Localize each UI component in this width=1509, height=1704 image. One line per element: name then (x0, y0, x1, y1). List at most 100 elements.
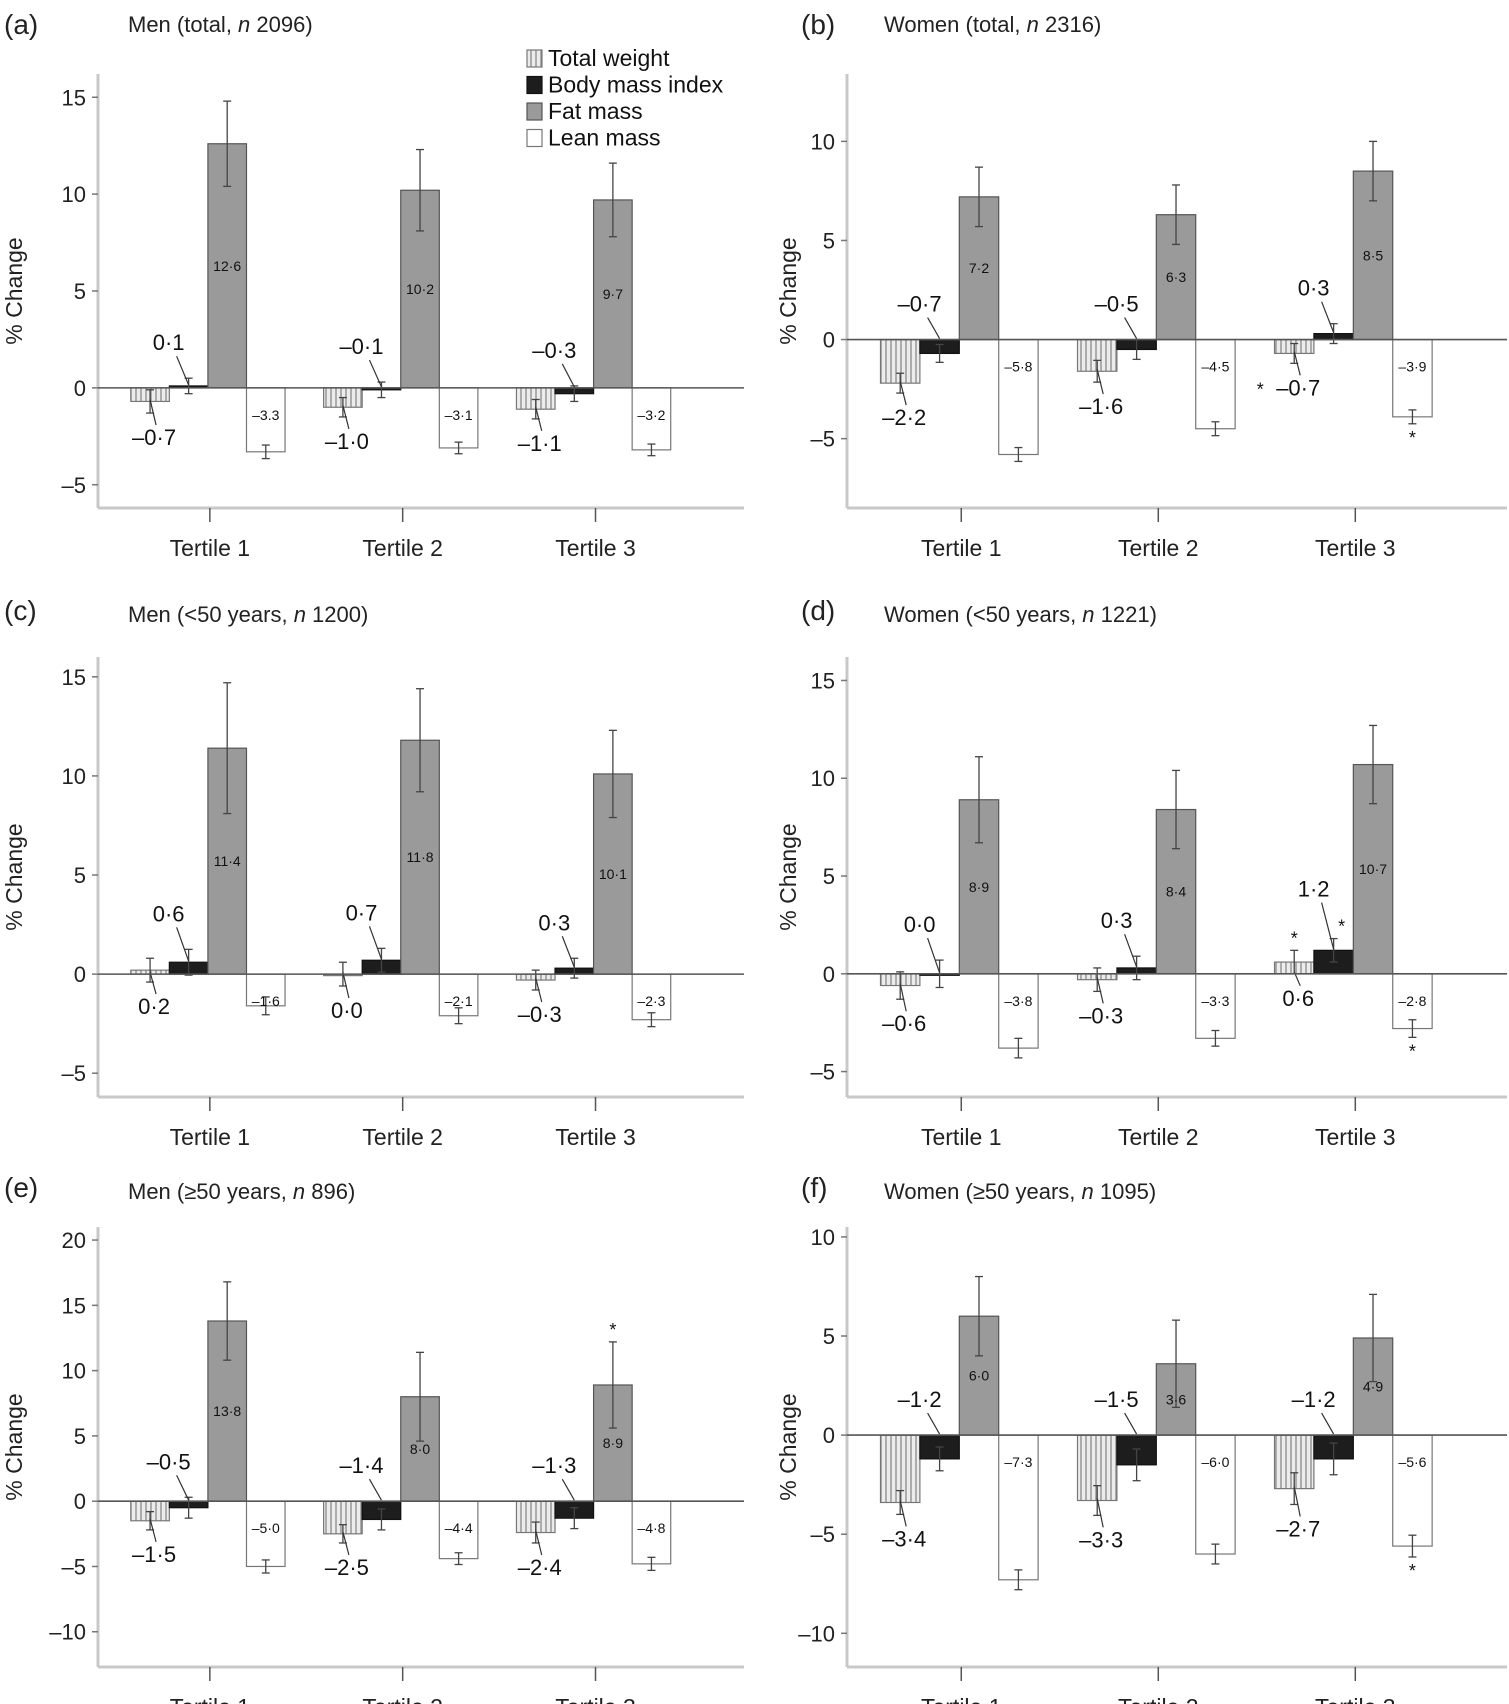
panel-d: (d) Women (<50 years, n 1221) % Change –5 0 5… (775, 595, 1507, 1150)
panel-letter: (b) (801, 9, 835, 40)
label-leader (561, 363, 575, 388)
title-n: n (1082, 602, 1094, 627)
fat-mass-value-label: 12·6 (213, 258, 241, 274)
lean-mass-value-label: –3·9 (1398, 359, 1426, 375)
significance-asterisk: * (1257, 379, 1264, 399)
bmi-value-label: –1·3 (532, 1453, 576, 1478)
y-tick-label: 20 (62, 1228, 86, 1253)
y-tick-label: –10 (798, 1621, 835, 1646)
title-prefix: Women (<50 years, (884, 602, 1082, 627)
title-n: n (1082, 1179, 1094, 1204)
label-leader (561, 1478, 575, 1501)
fat-mass-bar (400, 189, 440, 389)
fat-mass-value-label: 10·1 (599, 866, 627, 882)
y-tick-label: 15 (811, 668, 835, 693)
label-leader (1293, 351, 1301, 376)
label-leader (149, 1518, 157, 1543)
bmi-value-label: 0·1 (153, 330, 185, 355)
lean-mass-bar (631, 1500, 672, 1565)
title-suffix: 896) (305, 1179, 355, 1204)
y-tick-label: –5 (62, 473, 86, 498)
lean-mass-bar (438, 1500, 479, 1560)
y-tick-label: –10 (49, 1620, 86, 1645)
significance-asterisk: * (1409, 1561, 1416, 1581)
bmi-value-label: –1·4 (339, 1453, 383, 1478)
title-n: n (293, 1179, 305, 1204)
fat-mass-value-label: 8·4 (1166, 884, 1186, 900)
title-n: n (294, 602, 306, 627)
x-tick-label: Tertile 2 (1118, 1124, 1199, 1150)
significance-asterisk: * (1409, 1041, 1416, 1061)
legend-label: Total weight (548, 45, 670, 71)
x-tick-label: Tertile 2 (362, 1694, 443, 1704)
label-leader (1124, 317, 1138, 339)
y-tick-label: 0 (74, 1489, 86, 1514)
lean-mass-value-label: –5·0 (252, 1520, 280, 1536)
x-tick-label: Tertile 2 (362, 1124, 443, 1150)
x-tick-label: Tertile 1 (921, 535, 1002, 561)
y-tick-label: 5 (823, 864, 835, 889)
label-leader (176, 1475, 190, 1501)
lean-mass-value-label: –4·4 (445, 1520, 473, 1536)
label-leader (1321, 301, 1335, 333)
fat-mass-bar (592, 1384, 633, 1502)
label-leader (535, 1530, 543, 1556)
total-weight-value-label: 0·2 (138, 994, 170, 1019)
y-tick-label: 5 (823, 1324, 835, 1349)
legend-label: Body mass index (548, 72, 724, 98)
total-weight-value-label: –1·5 (132, 1542, 176, 1567)
legend-label: Lean mass (548, 125, 661, 151)
x-tick-label: Tertile 2 (1118, 1694, 1199, 1704)
y-tick-label: 15 (62, 1293, 86, 1318)
lean-mass-bar (1195, 338, 1236, 430)
x-tick-label: Tertile 3 (1315, 1124, 1396, 1150)
y-tick-label: 0 (74, 962, 86, 987)
y-axis-label: % Change (1, 823, 27, 930)
label-leader (927, 1412, 941, 1435)
lean-mass-value-label: –2·1 (445, 993, 473, 1009)
panel-a: (a) Men (total, n 2096) % Change –5 0 5 10 15 Te… (1, 9, 744, 561)
label-leader (1293, 1486, 1301, 1517)
label-leader (899, 1500, 907, 1527)
label-leader (1096, 1498, 1104, 1528)
label-leader (1096, 977, 1104, 1004)
label-leader (1096, 369, 1104, 395)
title-prefix: Men (≥50 years, (128, 1179, 293, 1204)
total-weight-value-label: –3·4 (882, 1526, 926, 1551)
x-tick-label: Tertile 2 (362, 535, 443, 561)
x-tick-label: Tertile 1 (170, 535, 251, 561)
x-tick-label: Tertile 3 (1315, 1694, 1396, 1704)
total-weight-value-label: –0·3 (518, 1002, 562, 1027)
legend-swatch (526, 75, 543, 95)
total-weight-value-label: –2·5 (325, 1555, 369, 1580)
lean-mass-value-label: –3·1 (445, 407, 473, 423)
label-leader (1124, 933, 1138, 968)
fat-mass-value-label: 8·9 (603, 1435, 623, 1451)
panel-letter: (c) (4, 595, 37, 626)
x-tick-label: Tertile 1 (170, 1694, 251, 1704)
lean-mass-bar (1392, 338, 1433, 418)
legend-swatch (526, 49, 543, 68)
lean-mass-bar (998, 973, 1039, 1049)
y-tick-label: –5 (62, 1061, 86, 1086)
label-leader (342, 1531, 350, 1556)
fat-mass-value-label: 8·0 (410, 1441, 430, 1457)
significance-asterisk: * (609, 1320, 616, 1340)
fat-mass-value-label: 6·3 (1166, 269, 1186, 285)
title-prefix: Men (total, (128, 12, 238, 37)
x-tick-label: Tertile 3 (555, 1124, 636, 1150)
total-weight-value-label: –2·7 (1276, 1516, 1320, 1541)
y-axis-label: % Change (775, 1393, 801, 1500)
lean-mass-value-label: –3·8 (1004, 993, 1032, 1009)
bmi-value-label: –0·3 (532, 338, 576, 363)
label-leader (176, 927, 190, 962)
lean-mass-bar (245, 1500, 286, 1568)
label-leader (176, 355, 190, 386)
bmi-value-label: 0·0 (904, 912, 936, 937)
y-tick-label: 5 (74, 279, 86, 304)
x-tick-label: Tertile 2 (1118, 535, 1199, 561)
label-leader (927, 317, 941, 339)
x-tick-label: Tertile 1 (170, 1124, 251, 1150)
fat-mass-value-label: 11·4 (214, 853, 241, 869)
